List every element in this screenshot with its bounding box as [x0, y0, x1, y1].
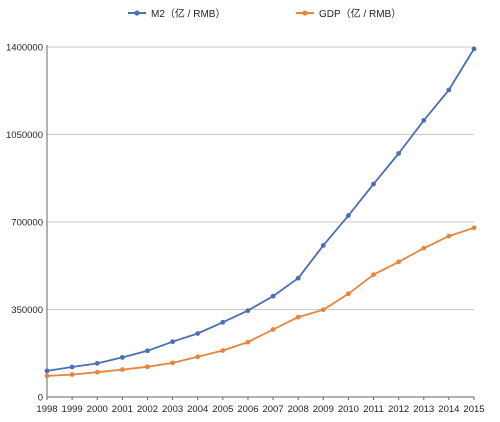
data-point-m2: [421, 117, 427, 123]
y-tick-label: 1050000: [6, 130, 43, 141]
x-tick-label: 2011: [363, 404, 383, 415]
x-tick-label: 2015: [463, 404, 484, 415]
legend-label-m2: M2（亿 / RMB）: [151, 7, 225, 20]
data-point-gdp: [396, 259, 402, 265]
data-point-gdp: [245, 339, 251, 345]
data-point-gdp: [145, 364, 150, 370]
series-line-gdp: [46, 226, 475, 377]
data-point-m2: [396, 151, 402, 156]
data-point-gdp: [94, 369, 100, 375]
data-point-gdp: [320, 307, 326, 313]
data-point-gdp: [44, 373, 50, 379]
y-tick-label: 350000: [11, 305, 43, 316]
y-tick-label: 700000: [11, 218, 43, 229]
legend-label-gdp: GDP（亿 / RMB）: [319, 7, 401, 20]
x-tick-label: 2003: [162, 404, 183, 415]
data-point-m2: [69, 364, 75, 370]
legend-dot-m2: [134, 10, 140, 16]
data-point-m2: [270, 293, 276, 299]
data-point-m2: [446, 87, 452, 93]
y-tick-label: 1400000: [6, 43, 43, 54]
data-point-m2: [119, 355, 125, 360]
legend: M2（亿 / RMB） GDP（亿 / RMB）: [128, 7, 401, 20]
data-point-gdp: [346, 291, 351, 297]
data-point-gdp: [371, 272, 376, 278]
data-point-gdp: [170, 360, 175, 366]
x-axis-ticks: 1998 1999 2000 2001 2002 2003 2004 2005 2006 2007…: [36, 397, 485, 415]
data-point-m2: [94, 360, 100, 366]
gridlines: [47, 46, 474, 310]
x-tick-label: 1998: [36, 404, 57, 415]
x-tick-label: 2013: [413, 404, 434, 415]
data-point-gdp: [295, 314, 301, 320]
data-point-gdp: [446, 233, 452, 239]
x-tick-label: 2000: [87, 404, 108, 415]
data-point-m2: [471, 46, 477, 52]
x-tick-label: 1999: [62, 404, 83, 415]
axes: [46, 45, 474, 398]
legend-item-m2: M2（亿 / RMB）: [128, 7, 225, 20]
data-point-m2: [295, 275, 301, 281]
data-point-gdp: [195, 354, 201, 360]
x-tick-label: 2014: [438, 404, 459, 415]
data-point-m2: [145, 348, 150, 354]
x-tick-label: 2009: [313, 404, 334, 415]
x-tick-label: 2001: [112, 404, 133, 415]
y-axis-ticks: 0 350000 700000 1050000 1400000: [6, 43, 43, 404]
data-point-gdp: [119, 367, 125, 372]
data-point-m2: [220, 319, 226, 325]
x-tick-label: 2005: [212, 404, 233, 415]
data-point-m2: [320, 243, 326, 248]
data-point-m2: [346, 213, 351, 218]
x-tick-label: 2004: [187, 404, 208, 415]
legend-dot-gdp: [302, 10, 308, 16]
x-tick-label: 2007: [262, 404, 283, 415]
series-line-m2: [46, 48, 475, 372]
data-point-m2: [170, 339, 175, 345]
legend-item-gdp: GDP（亿 / RMB）: [296, 7, 401, 20]
data-point-m2: [44, 368, 50, 374]
data-point-gdp: [421, 245, 427, 251]
y-tick-label: 0: [38, 393, 43, 404]
series-gdp: [44, 225, 477, 379]
data-point-gdp: [471, 225, 477, 231]
x-tick-label: 2006: [237, 404, 258, 415]
series-m2: [44, 46, 477, 374]
data-point-gdp: [220, 348, 226, 353]
data-point-m2: [195, 331, 201, 336]
x-tick-label: 2010: [338, 404, 359, 415]
data-point-gdp: [270, 327, 276, 332]
data-point-gdp: [69, 372, 75, 377]
x-tick-label: 2002: [137, 404, 158, 415]
x-tick-label: 2008: [288, 404, 309, 415]
data-point-m2: [371, 181, 376, 187]
x-tick-label: 2012: [388, 404, 409, 415]
series-group: [44, 46, 477, 379]
data-point-m2: [245, 308, 251, 313]
